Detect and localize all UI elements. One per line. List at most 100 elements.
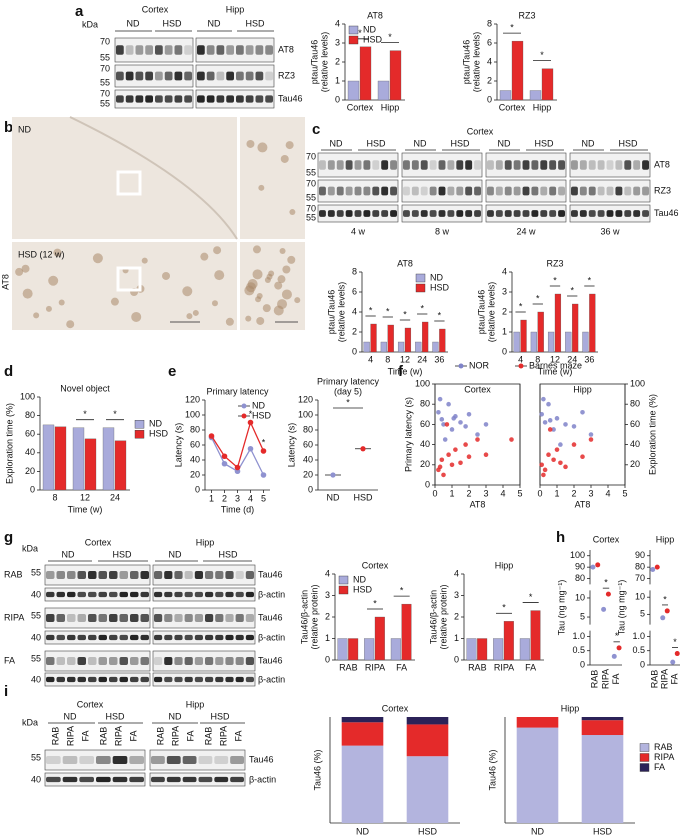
blot-band [633, 186, 641, 196]
blot-band [109, 657, 118, 665]
point [551, 457, 556, 463]
blot-band [56, 614, 65, 622]
bar [380, 341, 387, 353]
blot-band [558, 210, 565, 217]
point [580, 454, 585, 460]
blot-band [606, 186, 614, 196]
legend-label: HSD [363, 34, 383, 44]
significance: * [540, 50, 544, 60]
point [650, 566, 656, 572]
legend-swatch [338, 585, 349, 595]
blot-band [98, 591, 107, 598]
point [509, 437, 514, 442]
significance: * [420, 303, 424, 313]
blot-band [226, 95, 234, 103]
x-tick-label: 3 [235, 493, 240, 503]
y-tick-label: 100 [20, 391, 35, 401]
y-axis-label: Tau46 (%) [312, 749, 322, 790]
bar [547, 331, 555, 353]
band-label: Tau46 [258, 612, 283, 622]
blot-band [255, 95, 264, 103]
y-tick-label: 5 [580, 611, 585, 621]
band-label: AT8 [654, 159, 670, 169]
significance: * [604, 578, 608, 588]
blot-band [456, 210, 464, 217]
blot [569, 152, 651, 178]
chart-title: Hipp [656, 534, 675, 544]
plot-frame [539, 383, 626, 486]
blot-band [67, 676, 76, 683]
blot-band [236, 71, 244, 81]
kda-marker: 55 [31, 653, 41, 663]
blot-band [109, 634, 118, 641]
y-tick-label: 90 [575, 562, 585, 572]
bar [511, 40, 524, 101]
y-tick-label: 10 [575, 592, 585, 602]
point [441, 422, 446, 427]
significance: * [502, 603, 506, 613]
significance: * [369, 305, 373, 315]
stain-label: AT8 [0, 274, 10, 290]
chart-title: RZ3 [546, 258, 563, 268]
y-tick-label: 5 [640, 609, 645, 619]
blot [152, 564, 256, 586]
x-tick-label: 5 [517, 488, 522, 498]
blot-band [225, 634, 234, 641]
blot-band [98, 676, 107, 683]
point [260, 472, 267, 478]
point [437, 396, 443, 402]
blot-band [174, 634, 183, 641]
time-label: 4 w [351, 226, 366, 236]
point [542, 420, 548, 425]
panel-letter: d [4, 363, 13, 380]
kda-marker: 70 [100, 88, 110, 98]
blot-band [403, 210, 410, 217]
x-tick-label: 5 [261, 493, 266, 503]
significance: * [536, 293, 540, 303]
blot-band [164, 676, 173, 683]
blot-band [345, 160, 353, 170]
cell [256, 316, 265, 325]
point [208, 433, 215, 439]
blot-band [154, 591, 163, 598]
legend-label: FA [654, 762, 665, 772]
x-tick-label: ND [327, 492, 340, 502]
blot [44, 749, 146, 771]
lane-label: RAB [50, 727, 60, 746]
blot-band [184, 657, 193, 665]
blot-band [447, 186, 455, 196]
group-label: ND [414, 138, 427, 148]
x-axis-label: Time (w) [388, 366, 423, 376]
cell [277, 299, 288, 310]
blot-band [116, 95, 124, 103]
bar [84, 438, 97, 491]
y-axis-label: ptau/Tau46 [476, 290, 486, 335]
bar [589, 293, 596, 353]
blot-band [98, 571, 107, 579]
y-tick-label: 0 [580, 659, 585, 669]
cell [21, 264, 30, 273]
cell [274, 281, 283, 290]
blot-band [235, 657, 244, 665]
blot-band [62, 776, 78, 783]
group-label: ND [208, 18, 221, 28]
y-axis-label: (relative levels) [471, 32, 481, 93]
legend-swatch [338, 575, 349, 585]
blot-band [79, 776, 94, 783]
y-axis-label: Tau (ng mg⁻¹) [616, 580, 626, 636]
y-tick-label: 6 [352, 286, 357, 296]
x-tick-label: RIPA [659, 669, 669, 689]
legend-label: RIPA [654, 752, 674, 762]
legend-swatch [134, 420, 145, 429]
blot-band [205, 634, 214, 641]
bar [347, 80, 360, 101]
y-tick-label: 3 [454, 590, 459, 600]
legend-label: ND [149, 419, 162, 429]
blot-band [265, 95, 273, 103]
kda-marker: 40 [31, 589, 41, 599]
y-tick-label: 8 [487, 18, 492, 28]
x-tick-label: Cortex [347, 102, 374, 112]
point [563, 422, 568, 427]
blot-band [174, 676, 183, 683]
blot-band [164, 591, 173, 598]
